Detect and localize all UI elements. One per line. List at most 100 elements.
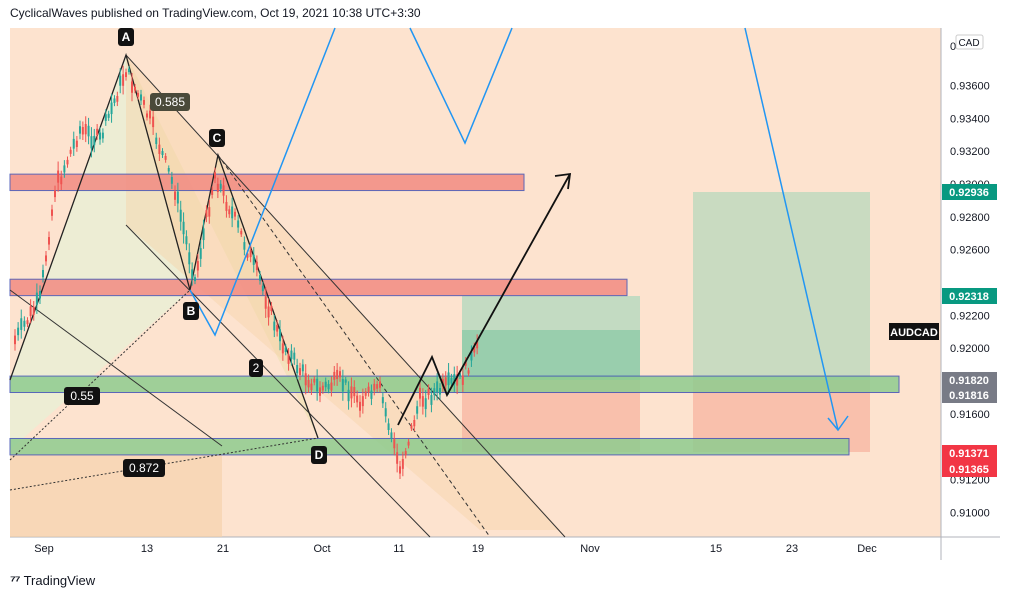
price-axis-label-text: 0.92936 [949,187,989,199]
candle-body [470,351,473,361]
footer-bg [0,560,1009,598]
candle-body [51,209,53,216]
candle-body [14,335,16,345]
price-axis-label-text: 0.91816 [949,390,989,402]
candle-body [450,378,453,384]
footer-brand[interactable]: ⁷⁷ TradingView [10,572,95,588]
candle-body [134,86,136,91]
y-tick-label: 0.92000 [950,343,990,355]
candle-body [146,113,148,118]
pattern-point-label: A [122,30,131,44]
candle-body [208,207,211,217]
candle-body [361,396,364,407]
candle-body [167,168,170,172]
price-axis-label: 0.91365 [942,461,997,477]
publisher-line: CyclicalWaves published on TradingView.c… [10,6,421,20]
fib-extension-line [9,289,223,447]
y-tick-label: 0.93400 [950,113,990,125]
candle-body [447,372,450,386]
position-profit-box-2 [693,192,870,380]
candle-body [152,116,155,128]
candle-body [324,381,327,388]
pattern-fill-bcd [126,55,318,438]
projection-path-2 [409,27,513,145]
candle-body [424,398,427,410]
candle-body [57,170,60,183]
candle-body [29,306,32,317]
zone-resistance-2 [9,278,628,297]
tradingview-logo-icon: ⁷⁷ [10,572,21,588]
candle-body [32,306,35,315]
candle-body [296,364,299,374]
candle-body [79,126,81,134]
candle-body [456,374,459,386]
pattern-point-b: B [183,302,199,320]
candle-body [287,354,290,364]
candle-body [299,368,301,375]
zone-resistance-1 [9,173,525,192]
candle-body [353,387,356,397]
candle-body [179,209,182,222]
candle-body [381,397,384,404]
candle-body [131,81,133,93]
candle-body [81,127,84,135]
candle-body [396,452,399,464]
x-tick-label: 11 [393,543,404,555]
fib-label-3: 0.872 [123,459,165,477]
candle-body [461,375,464,385]
candle-body [90,136,93,149]
y-tick-label: 0 [950,41,956,53]
pattern-point-a: A [118,28,134,46]
candle-body [99,132,101,140]
candle-body [143,100,145,105]
candle-body [107,113,110,118]
price-axis-label-bg [942,288,997,304]
currency-badge-text: CAD [958,38,979,49]
candle-body [376,384,379,389]
candle-body [93,135,96,146]
footer-brand-label: TradingView [23,572,96,588]
fib-label-text: 2 [253,361,260,375]
price-axis-label-bg [942,184,997,200]
candle-body [17,327,20,336]
candle-body [359,401,361,411]
candle-body [222,185,225,196]
price-axis-label-bg [942,445,997,461]
candle-body [293,352,296,360]
candle-body [228,209,231,215]
candle-body [276,325,279,332]
pattern-point-c: C [209,129,225,147]
fib-label-badge [123,459,165,477]
candle-body [45,255,47,262]
price-axis-label-text: 0.91820 [949,375,989,387]
candle-body [66,159,69,165]
candle-body [155,137,158,145]
candle-body [122,74,125,86]
candle-body [75,140,78,148]
position-profit-box-1-inner [462,330,640,380]
candle-body [170,176,173,184]
candle-body [188,252,191,265]
candle-body [390,432,393,439]
candle-body [231,206,234,219]
candle-body [196,261,199,271]
candle-body [48,237,50,245]
candle-body [249,250,252,258]
candle-body [356,395,359,403]
candle-body [185,236,188,245]
candle-body [464,360,467,366]
candle-body [413,420,416,427]
price-axis-label: 0.91820 [942,372,997,388]
candle-body [367,386,370,393]
y-tick-label: 0.92200 [950,310,990,322]
candle-body [128,68,130,73]
x-tick-label: 19 [472,543,484,555]
candle-body [237,220,240,228]
candle-body [60,176,63,185]
forecast-arrow-head [554,172,572,190]
pattern-point-label: D [315,448,324,462]
price-axis-label-bg [942,461,997,477]
candle-body [69,149,72,154]
